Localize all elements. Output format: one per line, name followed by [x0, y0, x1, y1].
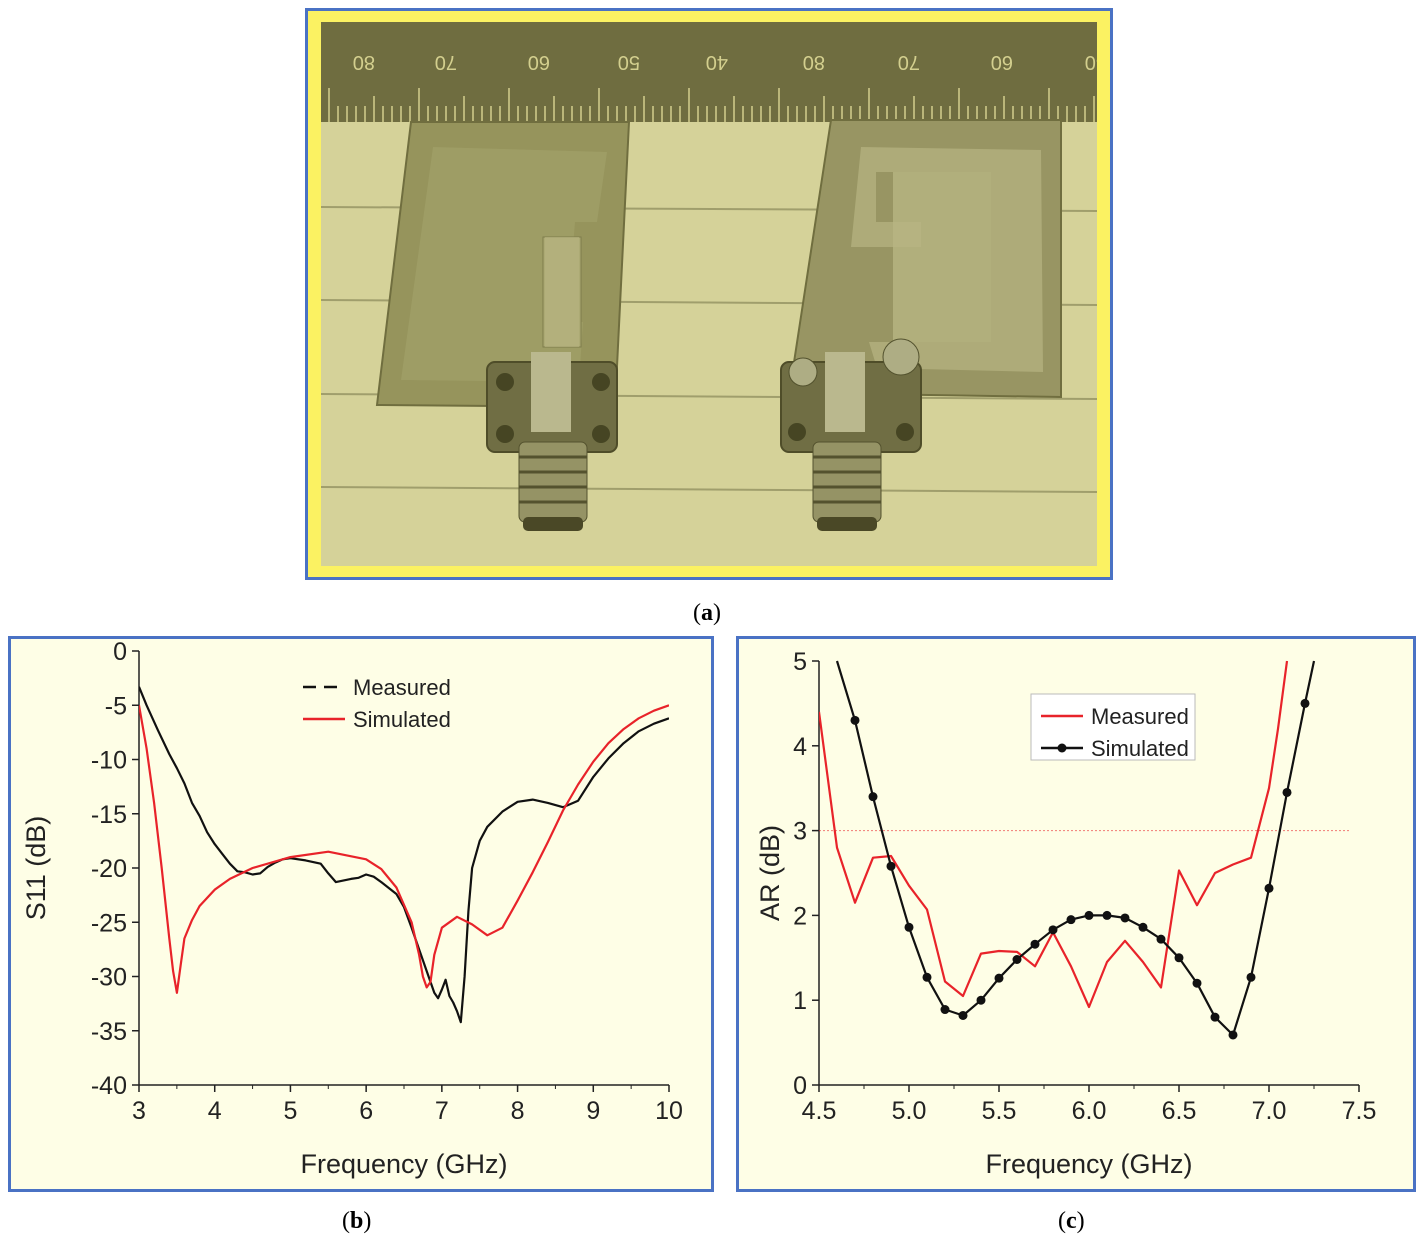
x-tick-label: 6.0 — [1072, 1097, 1107, 1125]
y-axis-label: AR (dB) — [755, 825, 785, 921]
series-point — [1174, 953, 1184, 963]
legend-marker — [1057, 743, 1067, 753]
ruler-number: 60 — [991, 51, 1013, 73]
series-point — [940, 1005, 950, 1015]
x-axis-label: Frequency (GHz) — [300, 1149, 507, 1179]
series-point — [976, 995, 986, 1005]
caption-c: (c) — [1058, 1208, 1085, 1234]
series-line-simulated — [835, 660, 1316, 1037]
series-point — [958, 1010, 968, 1020]
series-point — [1030, 939, 1040, 949]
ruler-number: 60 — [528, 51, 550, 73]
x-tick-label: 7 — [435, 1097, 449, 1125]
series-point — [1138, 922, 1148, 932]
ruler-number: 50 — [618, 51, 640, 73]
series-point — [1066, 915, 1076, 925]
series-line-simulated — [139, 704, 669, 994]
ar-chart: 4.5 5.0 5.5 6.0 6.5 7.0 7.5 0 1 2 3 4 5 Frequency (GH… — [755, 648, 1377, 1179]
y-tick-label: 5 — [793, 648, 807, 676]
ruler-number: 70 — [435, 51, 457, 73]
y-tick-label: -20 — [91, 855, 127, 883]
y-tick-label: 1 — [793, 987, 807, 1015]
series-point — [868, 792, 878, 802]
series-point — [1300, 698, 1310, 708]
y-tick-label: -15 — [91, 801, 127, 829]
x-tick-label: 6 — [359, 1097, 373, 1125]
s11-chart-frame: 3 4 5 6 7 8 9 10 0 -5 -10 -15 -20 -25 -30 -35 -40 Frequen… — [8, 636, 714, 1192]
series-point — [1084, 910, 1094, 920]
series-point — [886, 861, 896, 871]
x-axis-label: Frequency (GHz) — [985, 1149, 1192, 1179]
legend-label: Simulated — [1091, 736, 1189, 761]
caption-b: (b) — [342, 1208, 372, 1234]
antenna-photo: 80 70 60 50 40 80 70 60 50 — [321, 22, 1097, 566]
caption-a: (a) — [693, 600, 721, 626]
ruler-number: 50 — [1085, 51, 1097, 73]
legend-label: Measured — [353, 675, 451, 700]
x-tick-label: 7.0 — [1252, 1097, 1287, 1125]
antenna-top-view — [375, 121, 631, 531]
series-line-measured — [139, 686, 669, 1024]
series-point — [1048, 925, 1058, 935]
series-point — [1012, 954, 1022, 964]
series-point — [1102, 910, 1112, 920]
ruler: 80 70 60 50 40 80 70 60 50 — [321, 22, 1097, 122]
x-tick-label: 10 — [655, 1097, 683, 1125]
series-point — [1228, 1030, 1238, 1040]
series-point — [1156, 934, 1166, 944]
legend-label: Measured — [1091, 704, 1189, 729]
y-tick-label: 0 — [793, 1072, 807, 1100]
x-tick-label: 9 — [586, 1097, 600, 1125]
y-tick-label: -5 — [105, 692, 127, 720]
x-tick-label: 8 — [511, 1097, 525, 1125]
s11-chart: 3 4 5 6 7 8 9 10 0 -5 -10 -15 -20 -25 -30 -35 -40 Frequen… — [21, 638, 683, 1179]
series-point — [994, 973, 1004, 983]
x-tick-label: 5.5 — [982, 1097, 1017, 1125]
ruler-number: 80 — [803, 51, 825, 73]
series-point — [1210, 1012, 1220, 1022]
x-tick-label: 6.5 — [1162, 1097, 1197, 1125]
series-point — [850, 715, 860, 725]
series-point — [1120, 913, 1130, 923]
y-tick-label: -10 — [91, 747, 127, 775]
y-tick-label: 2 — [793, 902, 807, 930]
ruler-number: 40 — [706, 51, 728, 73]
y-tick-label: -35 — [91, 1018, 127, 1046]
series-point — [1264, 883, 1274, 893]
legend-label: Simulated — [353, 707, 451, 732]
ruler-number: 80 — [353, 51, 375, 73]
series-point — [1282, 787, 1292, 797]
y-tick-label: -30 — [91, 964, 127, 992]
x-tick-label: 4.5 — [802, 1097, 837, 1125]
series-point — [1246, 972, 1256, 982]
y-tick-label: -40 — [91, 1072, 127, 1100]
series-point — [904, 922, 914, 932]
x-tick-label: 5 — [283, 1097, 297, 1125]
series-point — [922, 972, 932, 982]
ruler-number: 70 — [898, 51, 920, 73]
x-tick-label: 4 — [208, 1097, 222, 1125]
y-tick-label: 0 — [113, 639, 127, 666]
series-line-measured — [819, 660, 1289, 1009]
y-tick-label: 4 — [793, 733, 807, 761]
series-point — [1192, 978, 1202, 988]
x-tick-label: 7.5 — [1342, 1097, 1377, 1125]
y-axis-label: S11 (dB) — [21, 816, 51, 921]
x-tick-label: 3 — [132, 1097, 146, 1125]
y-tick-label: 3 — [793, 818, 807, 846]
x-tick-label: 5.0 — [892, 1097, 927, 1125]
antenna-bottom-view — [780, 119, 1062, 531]
y-tick-label: -25 — [91, 909, 127, 937]
antenna-photo-frame: 80 70 60 50 40 80 70 60 50 — [305, 8, 1113, 580]
ar-chart-frame: 4.5 5.0 5.5 6.0 6.5 7.0 7.5 0 1 2 3 4 5 Frequency (GH… — [736, 636, 1416, 1192]
